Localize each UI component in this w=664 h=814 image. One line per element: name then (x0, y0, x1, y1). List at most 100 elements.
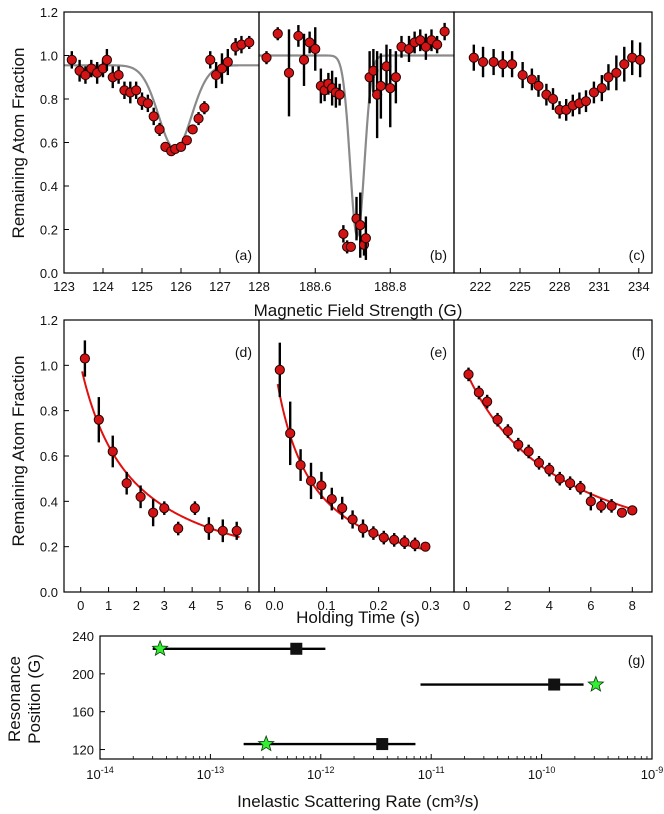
bottom-x-axis-label: Inelastic Scattering Rate (cm³/s) (237, 792, 479, 811)
panel-b-data-point (355, 220, 366, 231)
panel-d-frame (63, 319, 260, 593)
tick-label-base: 10 (86, 767, 100, 782)
panel-e-data-point (337, 503, 348, 514)
panel-g-x-tick-label: 10-10 (528, 765, 555, 782)
panel-g-star-marker (587, 675, 605, 692)
panel-d-y-tick-label: 0.0 (40, 585, 58, 600)
panel-a-data-point (148, 111, 159, 122)
panel-b-data-point (310, 43, 321, 55)
panel-f-x-tick-label: 8 (629, 598, 636, 613)
panel-d-label: (d) (235, 344, 252, 360)
panel-a-x-tick-label: 123 (53, 279, 75, 294)
panel-g-square-marker (290, 642, 303, 655)
mid-y-axis-label: Remaining Atom Fraction (9, 356, 28, 547)
panel-d-y-tick-label: 1.2 (40, 313, 58, 328)
panel-e-x-tick-label: 0.1 (318, 598, 336, 613)
panel-g-square-marker (376, 738, 389, 751)
panel-a-data-point (142, 98, 153, 109)
panel-d-y-tick-label: 1.0 (40, 358, 58, 373)
mid-x-axis-label: Holding Time (s) (296, 608, 420, 627)
panel-d-data-point (107, 446, 118, 457)
panel-c-data-point (488, 56, 499, 68)
panel-b-data-point (439, 26, 450, 37)
panel-f-data-point (492, 414, 503, 425)
panel-c-data-point (611, 67, 622, 79)
panel-d-data-point (135, 491, 146, 502)
panel-f-fit-curve (465, 371, 635, 511)
panel-a-data-point (205, 54, 216, 65)
panel-d-y-tick-label: 0.4 (40, 494, 58, 509)
panel-b-data-point (375, 80, 386, 92)
panel-f-data-point (533, 457, 545, 468)
panel-e-data-point (326, 493, 337, 505)
panel-g-x-tick-label: 10-11 (418, 765, 445, 782)
tick-labels-layer: 123 124 125 126 127 1280.00.20.40.60.81.01.2(… (40, 5, 663, 782)
tick-label-base: 10 (197, 767, 211, 782)
panel-g-x-tick-label: 10-9 (641, 765, 663, 782)
panel-e-data-point (274, 364, 285, 375)
top-x-axis-label: Magnetic Field Strength (G) (254, 301, 463, 320)
panel-c-data-point (526, 74, 537, 85)
panel-e-data-point (378, 532, 389, 543)
panel-b-data-point (334, 89, 345, 100)
panel-e-data-point (316, 480, 327, 491)
panel-c-data-point (468, 52, 479, 63)
panel-e-x-tick-label: 0.0 (266, 598, 284, 613)
panel-e-data-point (368, 527, 379, 539)
panel-c-x-tick-label: 222 (470, 279, 492, 294)
panel-f-data-point (616, 507, 628, 518)
panel-c-data-point (635, 54, 646, 65)
panel-g-y-tick-label: 200 (72, 667, 94, 682)
panel-a-data-point (66, 54, 77, 65)
tick-label-base: 10 (528, 767, 542, 782)
panel-e-data-point (409, 539, 421, 550)
panel-g-x-tick-label: 10-14 (86, 765, 113, 782)
panel-d-x-tick-label: 1 (105, 598, 112, 613)
tick-label-exponent: -11 (432, 765, 444, 775)
panel-c-data-point (506, 59, 518, 70)
tick-label-exponent: -13 (211, 765, 224, 775)
panel-d-data-point (203, 523, 214, 534)
panel-a-y-tick-label: 0.0 (40, 266, 58, 281)
panel-a-y-tick-label: 1.2 (40, 5, 58, 20)
panel-g-star-marker (151, 639, 169, 657)
panel-c-data-point (588, 87, 600, 98)
panel-e-x-tick-label: 0.3 (422, 598, 440, 613)
panel-a-data-point (154, 124, 165, 135)
panel-g-label: (g) (628, 652, 645, 668)
panel-a-data-point (187, 124, 198, 135)
panel-g-x-tick-label: 10-12 (307, 765, 334, 782)
panel-a-label: (a) (235, 247, 252, 263)
panel-c-data-point (619, 59, 630, 70)
panel-a-data-point (181, 135, 192, 146)
panel-f-data-point (554, 473, 565, 484)
panel-d-x-tick-label: 2 (133, 598, 140, 613)
panel-e-data-point (305, 475, 317, 487)
panel-d-data-point (148, 507, 159, 518)
panel-b-data-point (390, 72, 401, 83)
panel-e-data-point (389, 534, 400, 545)
panel-b-data-point (432, 39, 443, 50)
panel-d-x-tick-label: 6 (244, 598, 251, 613)
panel-a-frame (63, 11, 260, 274)
panel-a-data-point (211, 69, 222, 81)
panel-f-x-tick-label: 6 (587, 598, 594, 613)
tick-label-exponent: -12 (322, 765, 335, 775)
panel-a-y-tick-label: 0.2 (40, 223, 58, 238)
panel-e-data-point (295, 459, 306, 471)
panel-b-data-point (360, 233, 371, 244)
panel-a-y-tick-label: 0.8 (40, 92, 58, 107)
panel-c-x-tick-label: 228 (549, 279, 571, 294)
panel-d-fit-curve (81, 371, 240, 539)
panel-f-data-point (473, 387, 484, 398)
tick-label-base: 10 (418, 767, 432, 782)
panel-a-x-tick-label: 126 (170, 279, 192, 294)
panel-g-frame (99, 635, 653, 760)
panel-e-data-point (347, 514, 358, 525)
panel-b-data-point (272, 28, 283, 39)
panel-f-x-tick-label: 0 (463, 598, 470, 613)
panel-d-y-tick-label: 0.8 (40, 404, 58, 419)
panel-e-data-point (399, 537, 410, 548)
panel-b-data-point (345, 241, 356, 252)
panel-g-y-tick-label: 120 (72, 743, 94, 758)
